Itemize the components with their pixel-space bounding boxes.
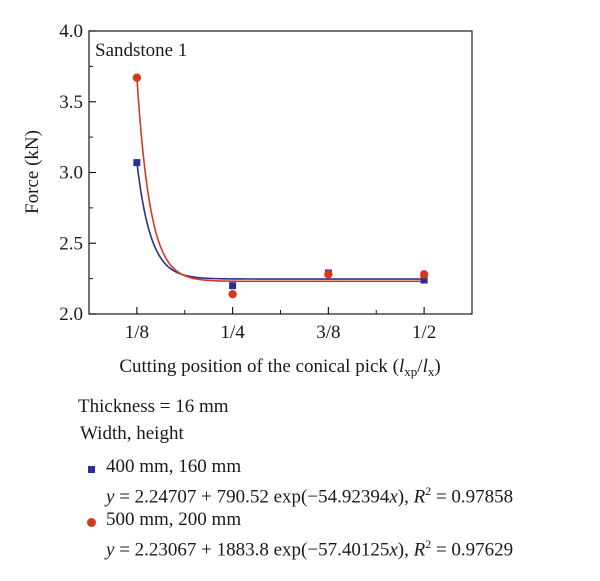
y-tick-label: 2.0 bbox=[59, 304, 83, 325]
x-axis-label: Cutting position of the conical pick (lx… bbox=[119, 356, 440, 379]
legend-marker-series-2 bbox=[87, 518, 96, 527]
fit-curve-series-1 bbox=[136, 162, 425, 280]
data-point-series-1 bbox=[229, 282, 237, 290]
x-tick-label: 1/2 bbox=[412, 322, 436, 343]
y-tick-label: 4.0 bbox=[59, 21, 83, 42]
y-tick-label: 2.5 bbox=[59, 233, 83, 254]
chart-figure: 1/8 1/4 3/8 1/22.02.53.03.54.0 Sandstone 1 … bbox=[22, 21, 473, 379]
data-point-series-2 bbox=[324, 270, 333, 279]
legend-thickness: Thickness = 16 mm bbox=[78, 396, 229, 417]
data-point-series-2 bbox=[419, 270, 429, 279]
legend-dims-header: Width, height bbox=[80, 423, 184, 444]
tick-labels: 1/8 1/4 3/8 1/2 2.0 2.5 3.0 3.5 4.0 bbox=[59, 21, 436, 343]
fit-curves bbox=[136, 77, 425, 283]
y-tick-label: 3.5 bbox=[59, 92, 83, 113]
legend-marker-series-1 bbox=[88, 466, 95, 473]
x-tick-label: 1/8 bbox=[125, 322, 149, 343]
plot-area-frame bbox=[88, 30, 473, 315]
data-points bbox=[132, 73, 429, 299]
x-tick-label: 3/8 bbox=[316, 322, 340, 343]
axis-ticks bbox=[89, 30, 425, 315]
legend-series-1-equation: y = 2.24707 + 790.52 exp(−54.92394x), R2… bbox=[106, 484, 514, 508]
data-point-series-1 bbox=[133, 159, 141, 167]
y-axis-label: Force (kN) bbox=[22, 130, 43, 214]
legend-series-1-label: 400 mm, 160 mm bbox=[106, 456, 242, 477]
legend-series-2-equation: y = 2.23067 + 1883.8 exp(−57.40125x), R2… bbox=[106, 537, 514, 561]
fit-curve-series-2 bbox=[136, 77, 425, 283]
data-point-series-2 bbox=[228, 289, 237, 299]
y-tick-label: 3.0 bbox=[59, 163, 83, 184]
legend-series-2-label: 500 mm, 200 mm bbox=[106, 509, 242, 530]
x-tick-label: 1/4 bbox=[220, 322, 245, 343]
data-point-series-2 bbox=[132, 73, 142, 82]
chart-title: Sandstone 1 bbox=[95, 40, 187, 61]
data-point-series-1 bbox=[420, 276, 428, 284]
